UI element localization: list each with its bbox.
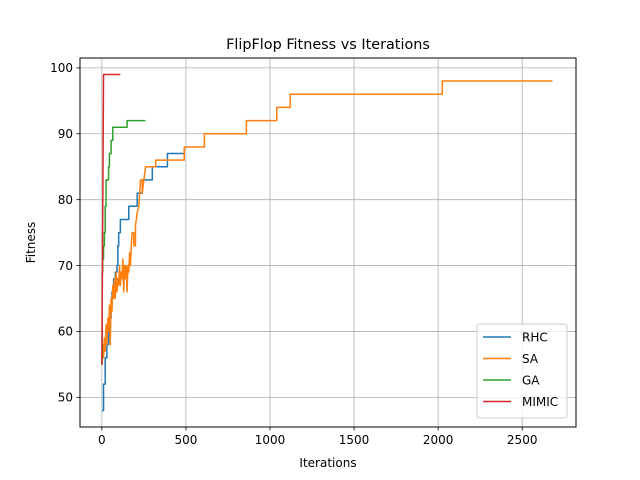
y-axis-label: Fitness <box>24 222 38 264</box>
y-tick-label: 80 <box>58 193 73 207</box>
y-tick-label: 50 <box>58 391 73 405</box>
legend-label-rhc: RHC <box>522 330 548 344</box>
legend-label-sa: SA <box>522 352 539 366</box>
series-lines <box>101 73 553 412</box>
grid-lines <box>80 58 576 427</box>
plot-frame <box>79 57 577 428</box>
axis-ticks: 0 500 1000 1500 2000 2500 50 60 70 80 90 100 <box>50 61 537 447</box>
legend-label-mimic: MIMIC <box>522 395 558 409</box>
x-tick-label: 1500 <box>339 433 370 447</box>
legend-box <box>476 323 568 419</box>
x-tick-label: 2500 <box>507 433 538 447</box>
x-axis-label: Iterations <box>299 456 356 470</box>
legend: RHC SA GA MIMIC <box>476 323 568 419</box>
x-tick-label: 2000 <box>423 433 454 447</box>
x-tick-label: 0 <box>98 433 106 447</box>
series-line-mimic <box>101 73 121 365</box>
legend-label-ga: GA <box>522 373 540 387</box>
y-tick-label: 90 <box>58 127 73 141</box>
y-tick-label: 100 <box>50 61 73 75</box>
y-tick-label: 70 <box>58 259 73 273</box>
x-tick-label: 500 <box>174 433 197 447</box>
chart-title: FlipFlop Fitness vs Iterations <box>226 37 430 53</box>
x-tick-label: 1000 <box>255 433 286 447</box>
y-tick-label: 60 <box>58 325 73 339</box>
series-line-sa <box>101 80 553 365</box>
